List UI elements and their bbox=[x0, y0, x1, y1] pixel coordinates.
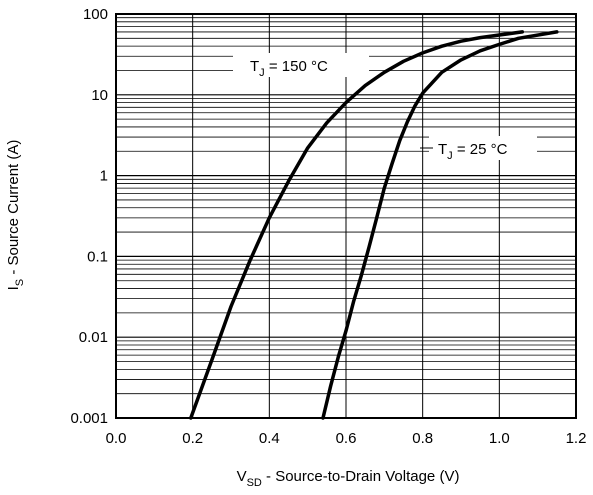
y-axis-title: IS - Source Current (A) bbox=[5, 140, 26, 291]
label-25c: TJ = 25 °C bbox=[420, 136, 537, 162]
x-tick-label: 0.6 bbox=[336, 430, 357, 447]
y-tick-label: 0.1 bbox=[87, 248, 108, 265]
label-150c: TJ = 150 °C bbox=[233, 53, 369, 79]
label-150c-text: TJ = 150 °C bbox=[250, 58, 328, 79]
x-tick-label: 0.2 bbox=[182, 430, 203, 447]
x-tick-label: 0.0 bbox=[106, 430, 127, 447]
series bbox=[189, 30, 559, 420]
curve-tj-150c bbox=[189, 30, 525, 420]
x-tick-label: 1.2 bbox=[566, 430, 587, 447]
curve-tj-25c bbox=[321, 30, 559, 420]
x-tick-label: 0.4 bbox=[259, 430, 280, 447]
x-tick-label: 1.0 bbox=[489, 430, 510, 447]
tick-labels: 0.0 0.2 0.4 0.6 0.8 1.0 1.2 0.001 0.01 0.1 1 10 100 bbox=[70, 6, 586, 447]
label-25c-background bbox=[429, 136, 537, 160]
y-tick-label: 0.01 bbox=[79, 329, 108, 346]
x-axis-title: VSD - Source-to-Drain Voltage (V) bbox=[237, 468, 460, 489]
y-tick-label: 100 bbox=[83, 6, 108, 23]
y-tick-label: 1 bbox=[100, 168, 108, 185]
label-150c-background bbox=[233, 53, 369, 77]
x-tick-label: 0.8 bbox=[412, 430, 433, 447]
plot-frame bbox=[115, 13, 577, 419]
y-tick-label: 10 bbox=[91, 87, 108, 104]
y-tick-label: 0.001 bbox=[70, 410, 108, 427]
label-25c-text: TJ = 25 °C bbox=[438, 141, 508, 162]
grid bbox=[116, 14, 576, 418]
